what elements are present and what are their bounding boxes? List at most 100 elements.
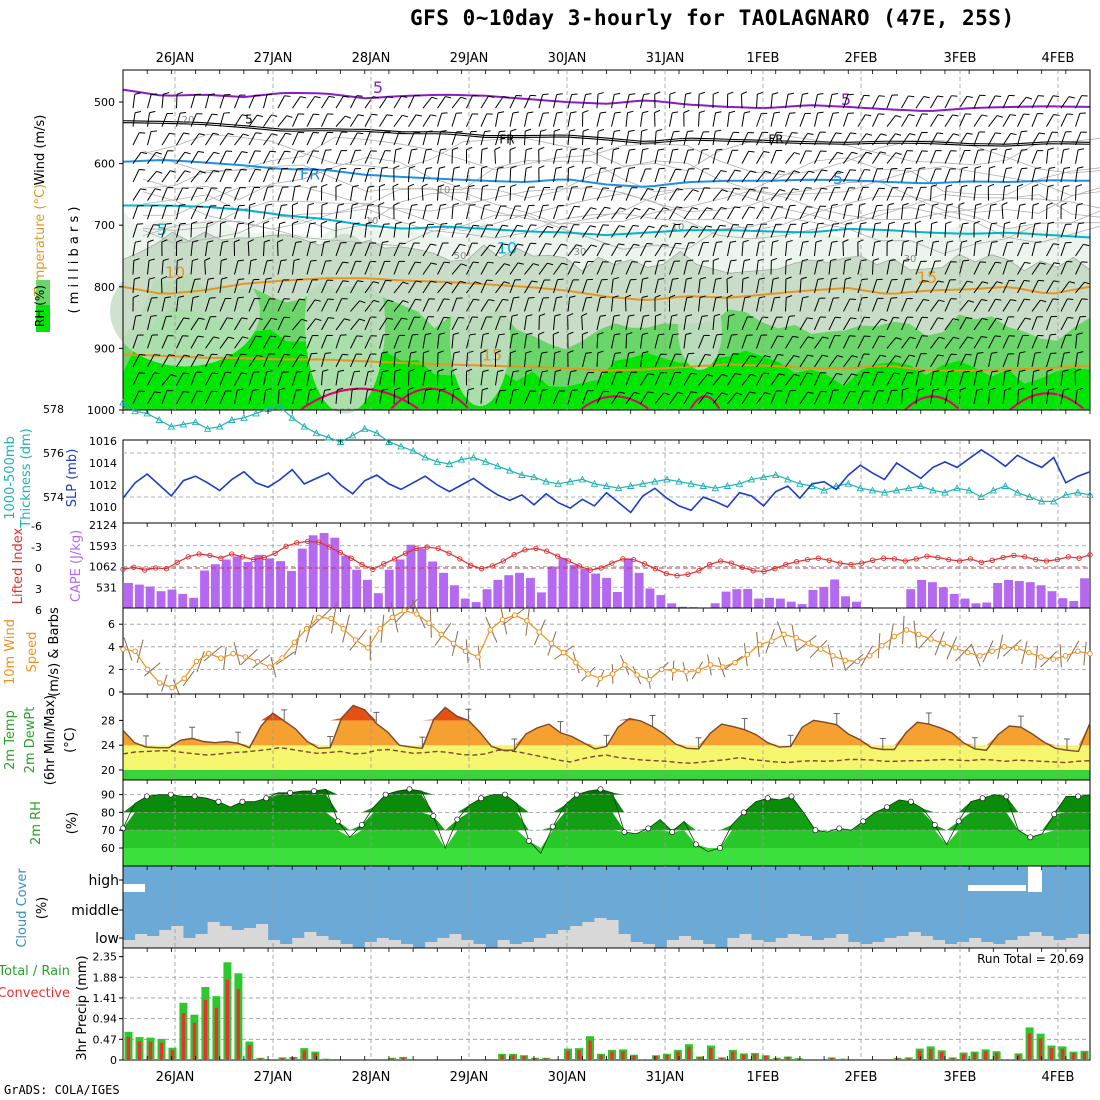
wind-barb	[611, 243, 619, 257]
wind-barb	[944, 133, 954, 146]
wind-barb	[219, 390, 226, 405]
wind-barb-flag	[585, 93, 592, 95]
wind-barb	[973, 336, 982, 349]
wind-barb	[843, 132, 851, 146]
wind-barb	[1017, 262, 1026, 275]
wind-barb	[1075, 95, 1083, 109]
wind-barb-flag	[482, 387, 489, 391]
wind-barb	[872, 223, 876, 238]
wind10m-marker	[683, 668, 689, 675]
precip-convective-bar	[764, 1056, 768, 1060]
wind-barb-flag	[895, 152, 902, 155]
wind-barb	[756, 260, 759, 275]
wind-barb-flag	[806, 372, 813, 375]
cape-bar	[406, 544, 416, 608]
cape-bar	[352, 569, 362, 608]
wind-barb-flag	[763, 206, 770, 209]
wind-barb	[1031, 316, 1038, 331]
thickness-marker	[191, 418, 200, 426]
wind-barb	[1017, 223, 1021, 238]
wind-barb	[553, 315, 556, 330]
wind-barb	[944, 205, 948, 220]
thickness-marker	[554, 479, 562, 487]
wind-barb-flag	[453, 387, 460, 391]
wind-barb	[640, 131, 643, 146]
rh2m-marker	[597, 786, 604, 793]
precip-convective-bar	[566, 1050, 570, 1060]
wind-barb-flag	[1077, 387, 1084, 391]
wind-barb	[408, 242, 415, 257]
wind-barb	[379, 390, 383, 404]
wind-barb	[828, 132, 837, 146]
wind10m-marker	[377, 625, 383, 632]
isotherm-line	[122, 277, 1091, 302]
wind-barb	[437, 223, 442, 238]
wind-barb-flag	[309, 222, 316, 225]
wind-barb-flag	[556, 296, 563, 299]
wind-barb-flag	[467, 350, 474, 354]
rh2m-marker	[979, 795, 986, 802]
cape-bar	[363, 579, 372, 608]
wind-barb	[335, 280, 344, 294]
wind-barb-flag	[922, 280, 929, 282]
wind10m-marker	[658, 666, 665, 673]
wind-barb	[828, 317, 836, 331]
wind-barb	[132, 169, 140, 183]
cape-bar	[1080, 578, 1089, 608]
wind-barb-flag	[832, 112, 839, 114]
wind-barb-flag	[774, 111, 781, 114]
wind-barb-flag	[1068, 96, 1075, 99]
thickness-marker	[796, 479, 804, 487]
wind-barb	[770, 189, 780, 201]
wind-barb-flag	[440, 203, 447, 206]
wind-barb	[785, 205, 791, 220]
wind-barb-flag	[440, 148, 447, 151]
wind-barb	[379, 353, 383, 367]
wind-barb-flag	[975, 203, 982, 206]
axis-label-total-rain: Total / Rain	[0, 964, 70, 979]
wind-barb	[132, 224, 138, 238]
cape-bar	[167, 589, 177, 608]
precip-convective-bar	[313, 1053, 317, 1060]
wind10m-marker	[279, 655, 285, 661]
rh2m-marker	[836, 825, 843, 832]
wind-barb-flag	[729, 110, 736, 114]
wind-barb-flag	[846, 222, 853, 225]
cape-bar	[645, 588, 655, 608]
wind-barb	[509, 205, 516, 220]
thickness-marker	[892, 486, 901, 494]
wind-barb-flag	[292, 202, 299, 206]
wind-barb	[567, 224, 574, 238]
wind-barb-flag	[875, 222, 882, 225]
wind-barb	[335, 371, 339, 386]
wind-barb	[625, 207, 636, 220]
wind-barb-flag	[265, 388, 272, 391]
thickness-marker	[929, 486, 937, 494]
wind-barb	[509, 297, 514, 312]
wind-barb-flag	[672, 111, 679, 114]
wind-barb-flag	[482, 369, 489, 372]
wind-barb	[582, 225, 591, 238]
wind-barb	[872, 318, 882, 331]
wind-barb	[640, 168, 646, 183]
precip-convective-bar	[181, 1013, 186, 1060]
wind-barb-flag	[460, 96, 467, 100]
axis-label-temp2m: 2m Temp	[3, 710, 18, 770]
wind-barb-flag	[702, 148, 709, 151]
wind-barb	[770, 354, 779, 368]
wind-barb	[698, 168, 704, 183]
wind-barb	[1046, 280, 1054, 294]
wind-barb	[1046, 95, 1054, 109]
wind-barb-flag	[931, 221, 938, 225]
wind-barb	[524, 149, 527, 164]
wind-barb-flag	[1004, 184, 1011, 188]
wind-barb	[379, 242, 383, 257]
wind-barb-flag	[411, 148, 418, 151]
date-label-bottom: 31JAN	[646, 1070, 685, 1085]
wind-barb	[915, 242, 918, 257]
wind-barb-flag	[568, 165, 575, 169]
wind-barb-flag	[880, 133, 887, 136]
wind-barb	[944, 279, 951, 294]
li-marker	[533, 545, 539, 552]
wind10m-barb	[1035, 645, 1038, 669]
